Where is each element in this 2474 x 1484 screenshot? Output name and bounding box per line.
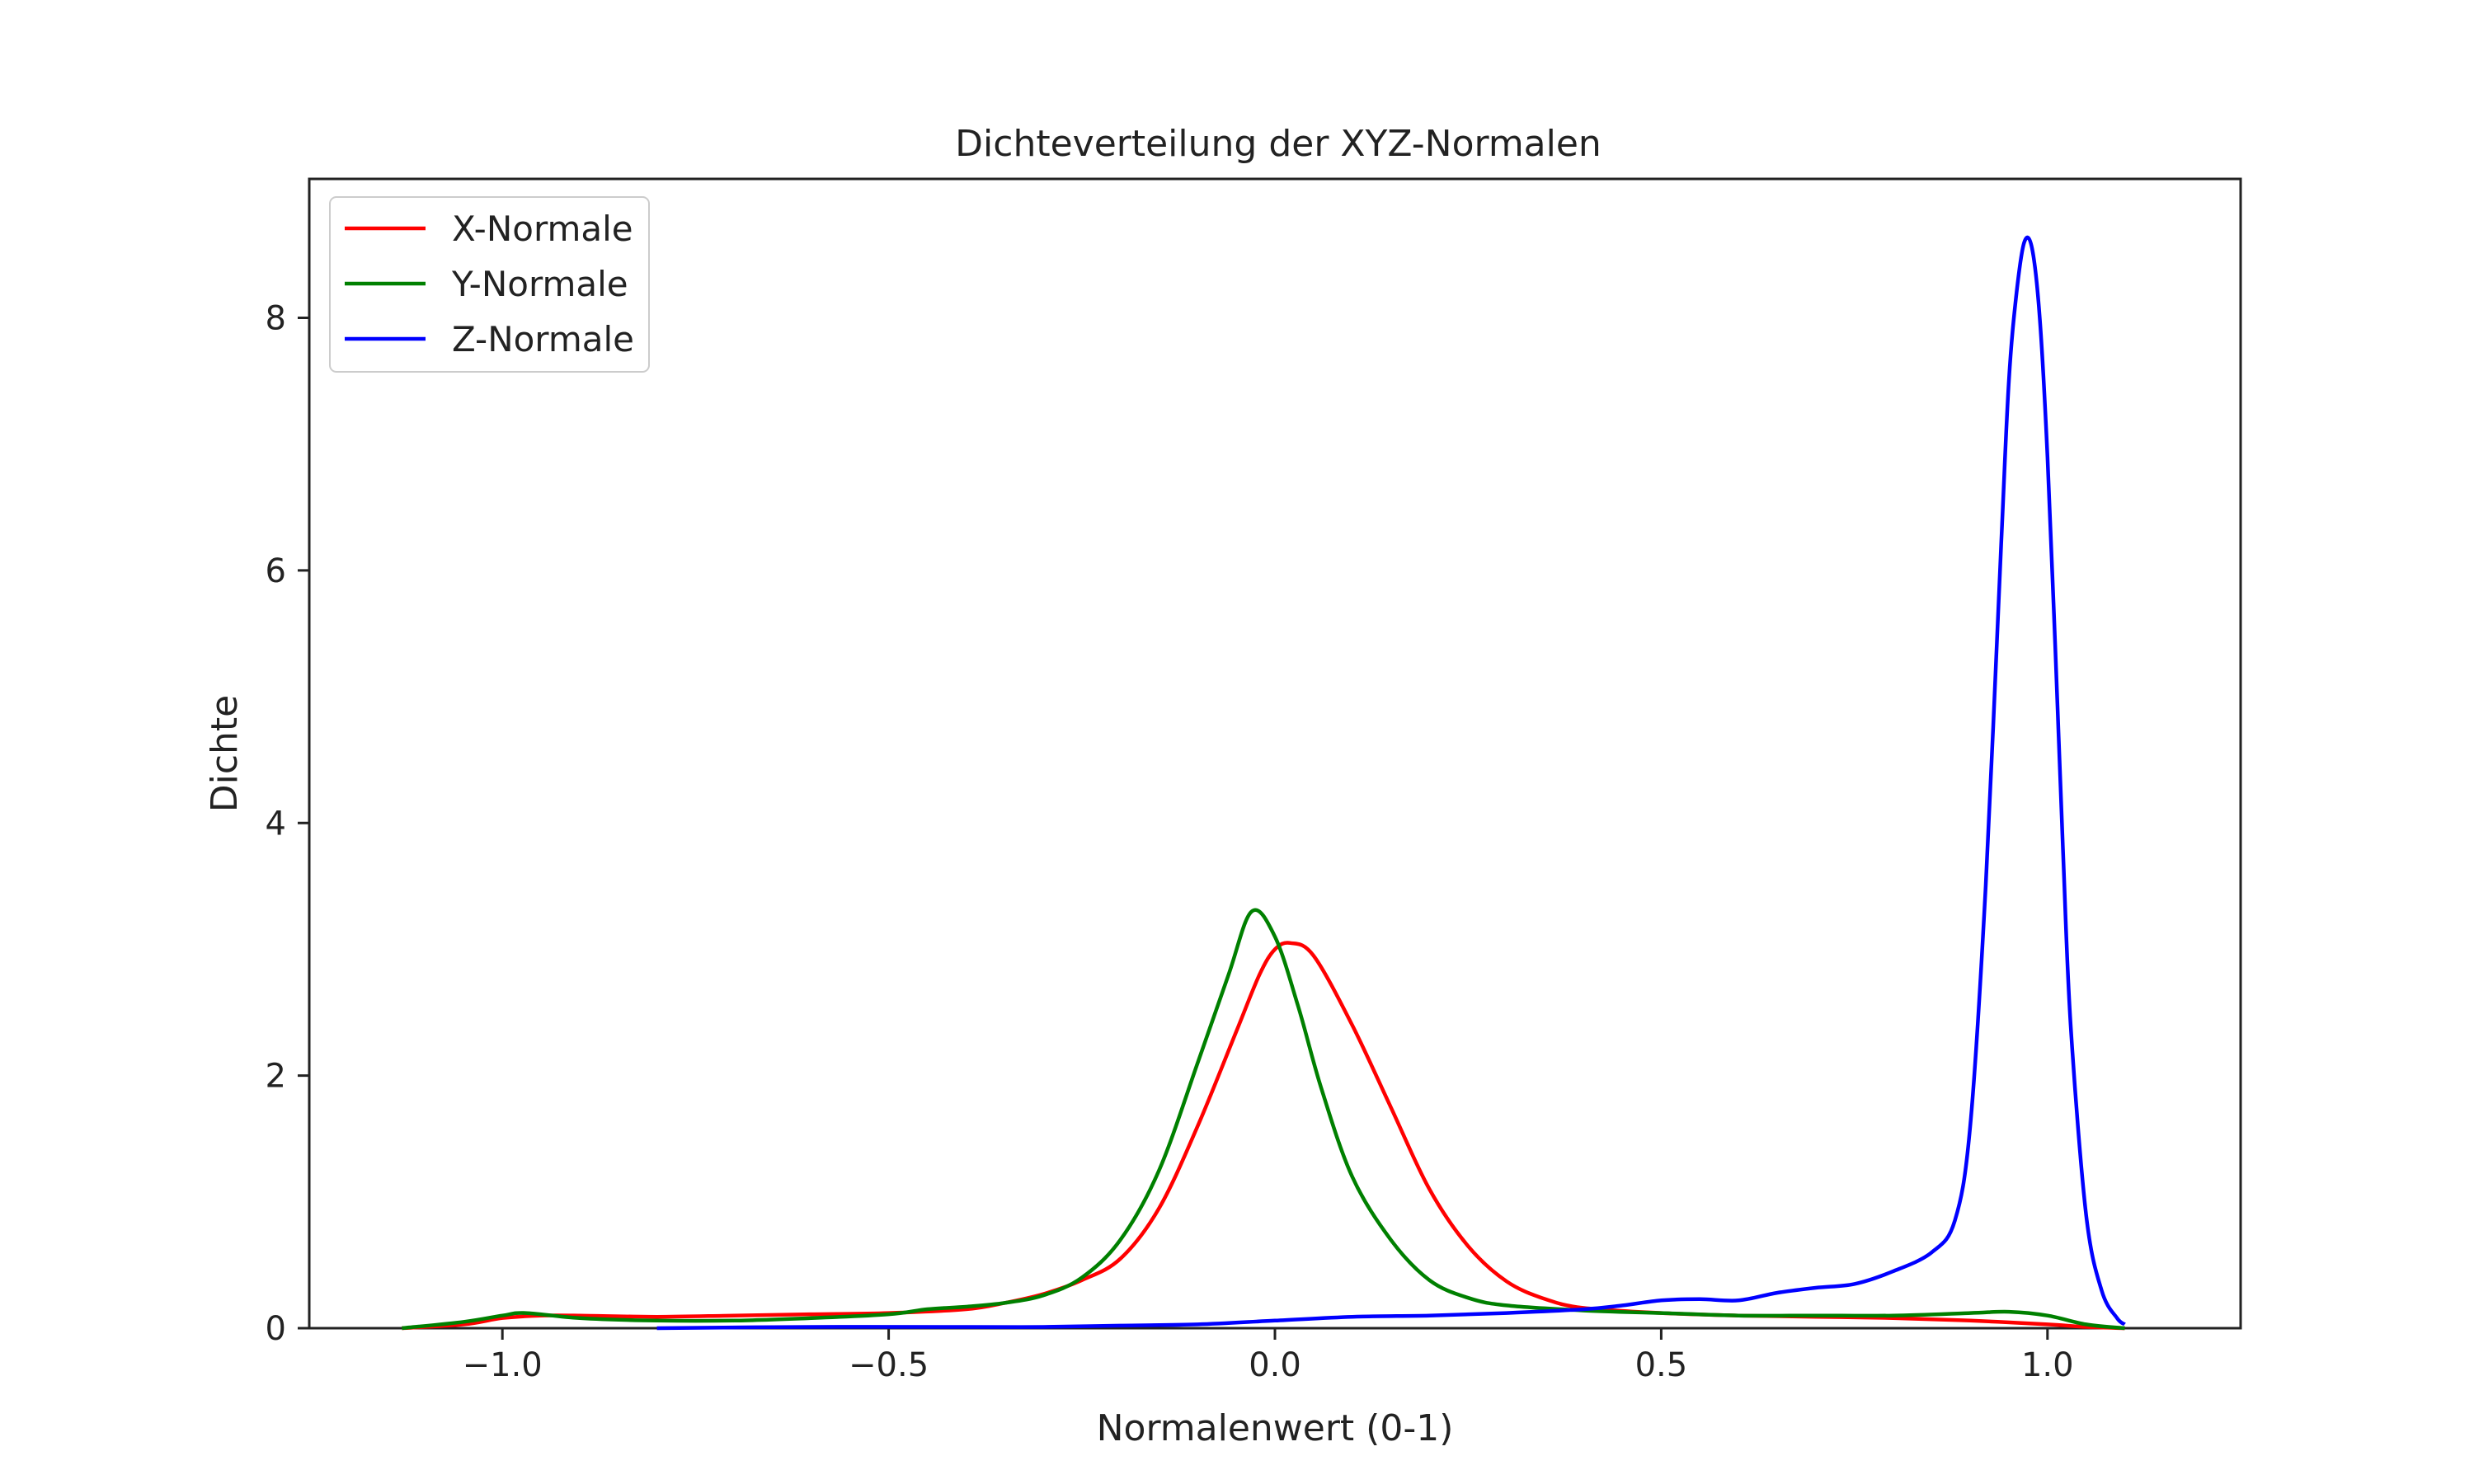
x-tick-label: 1.0 (2021, 1346, 2074, 1384)
x-tick-label: −0.5 (849, 1346, 929, 1384)
y-tick-label: 0 (266, 1310, 286, 1348)
legend-label-z-normale: Z-Normale (452, 319, 634, 359)
legend: X-Normale Y-Normale Z-Normale (329, 196, 650, 373)
x-axis: −1.0 −0.5 0.0 0.5 1.0 (463, 1328, 2074, 1384)
series-line-z-normale (656, 235, 2126, 1331)
y-tick-label: 6 (266, 552, 286, 590)
series-line-x-normale (402, 941, 2125, 1331)
legend-label-y-normale: Y-Normale (451, 264, 628, 304)
x-tick-label: 0.5 (1635, 1346, 1688, 1384)
chart-title: Dichteverteilung der XYZ-Normalen (955, 123, 1602, 165)
y-axis: 0 2 4 6 8 (266, 300, 309, 1348)
x-tick-label: −1.0 (463, 1346, 543, 1384)
x-tick-label: 0.0 (1249, 1346, 1301, 1384)
legend-label-x-normale: X-Normale (452, 209, 633, 249)
y-axis-label: Dichte (204, 695, 246, 813)
y-tick-label: 8 (266, 300, 286, 338)
x-axis-label: Normalenwert (0-1) (1097, 1407, 1454, 1449)
series-line-y-normale (402, 908, 2125, 1331)
series-lines (402, 235, 2126, 1331)
legend-box (329, 196, 650, 373)
y-tick-label: 4 (266, 805, 286, 843)
y-tick-label: 2 (266, 1058, 286, 1096)
